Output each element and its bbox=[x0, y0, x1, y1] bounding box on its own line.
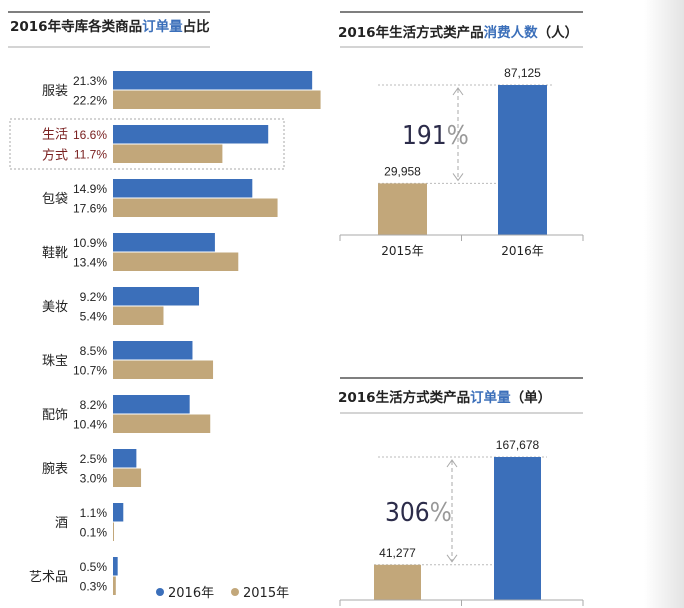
category-label: 生活 bbox=[42, 128, 68, 143]
bar-2015 bbox=[113, 522, 114, 541]
consumers-chart-arrowheads bbox=[452, 87, 464, 182]
category-label: 包袋 bbox=[42, 192, 68, 207]
bar-2015 bbox=[113, 90, 321, 109]
bar-2016 bbox=[113, 449, 137, 468]
category-label: 服装 bbox=[42, 84, 68, 99]
value-label: 10.9% bbox=[73, 236, 107, 250]
value-label: 5.4% bbox=[80, 310, 108, 324]
consumers-chart-value-label: 29,958 bbox=[384, 164, 421, 178]
orders-chart-arrowheads bbox=[446, 459, 458, 563]
bar-2015 bbox=[113, 198, 278, 217]
consumers-chart-bar-2016年 bbox=[498, 85, 547, 235]
value-label: 22.2% bbox=[73, 94, 107, 108]
consumers-chart-title: 2016年生活方式类产品消费人数（人） bbox=[338, 24, 578, 41]
orders-chart-title-highlight: 订单量 bbox=[470, 389, 511, 406]
bar-2015 bbox=[113, 360, 214, 379]
bar-2016 bbox=[113, 179, 253, 198]
orders-chart-growth-label: 306% bbox=[385, 498, 452, 528]
orders-chart-bar-2016年 bbox=[494, 457, 541, 600]
category-label: 美妆 bbox=[42, 300, 68, 315]
bar-2015 bbox=[113, 252, 239, 271]
orders-chart-value-label: 167,678 bbox=[496, 438, 540, 452]
left-chart-title-prefix: 2016年寺库各类商品 bbox=[10, 18, 142, 35]
highlight-box bbox=[9, 118, 285, 170]
value-label: 16.6% bbox=[73, 128, 107, 142]
page-edge-shadow bbox=[644, 0, 684, 608]
value-label: 1.1% bbox=[80, 506, 108, 520]
value-label: 9.2% bbox=[80, 290, 108, 304]
consumers-chart-title-highlight: 消费人数 bbox=[484, 24, 538, 41]
bar-2016 bbox=[113, 71, 313, 90]
bar-2015 bbox=[113, 468, 142, 487]
category-label: 配饰 bbox=[42, 408, 68, 423]
legend-dot-2016年 bbox=[156, 588, 164, 596]
consumers-chart-growth-label: 191% bbox=[402, 121, 469, 151]
value-label: 0.3% bbox=[80, 580, 108, 594]
value-label: 10.7% bbox=[73, 364, 107, 378]
growth-unit: % bbox=[430, 498, 452, 528]
bar-2015 bbox=[113, 414, 211, 433]
category-label: 方式 bbox=[42, 148, 68, 164]
consumers-chart-title-suffix: （人） bbox=[538, 25, 579, 41]
category-label: 艺术品 bbox=[29, 570, 68, 585]
bar-2016 bbox=[113, 287, 200, 306]
bar-2015 bbox=[113, 576, 116, 595]
consumers-chart-title-prefix: 2016年生活方式类产品 bbox=[338, 24, 484, 41]
category-label: 珠宝 bbox=[42, 354, 68, 369]
bar-2016 bbox=[113, 233, 215, 252]
orders-chart-title-prefix: 2016生活方式类产品 bbox=[338, 389, 470, 406]
legend-dot-2015年 bbox=[231, 588, 239, 596]
growth-number: 191 bbox=[402, 121, 447, 151]
consumers-chart-value-label: 87,125 bbox=[504, 66, 541, 80]
bar-2016 bbox=[113, 125, 269, 144]
bar-2016 bbox=[113, 341, 193, 360]
value-label: 8.2% bbox=[80, 398, 108, 412]
consumers-chart-category-label: 2016年 bbox=[501, 244, 544, 258]
value-label: 10.4% bbox=[73, 418, 107, 432]
orders-chart-title-suffix: （单） bbox=[511, 389, 552, 406]
consumers-chart-category-label: 2015年 bbox=[381, 244, 424, 258]
left-chart-title: 2016年寺库各类商品订单量占比 bbox=[10, 18, 210, 35]
left-chart-title-highlight: 订单量 bbox=[142, 18, 183, 35]
category-label: 腕表 bbox=[42, 461, 68, 477]
bar-2015 bbox=[113, 144, 223, 163]
value-label: 11.7% bbox=[74, 148, 107, 162]
category-label: 酒 bbox=[55, 516, 68, 531]
legend-label: 2016年 bbox=[168, 586, 214, 601]
growth-number: 306 bbox=[385, 498, 430, 528]
consumers-chart-bar-2015年 bbox=[378, 183, 427, 235]
value-label: 0.1% bbox=[80, 526, 108, 540]
value-label: 13.4% bbox=[73, 256, 107, 270]
value-label: 0.5% bbox=[80, 560, 108, 574]
bar-2015 bbox=[113, 306, 164, 325]
bar-2016 bbox=[113, 395, 190, 414]
orders-chart-bar-2015年 bbox=[374, 564, 421, 600]
value-label: 21.3% bbox=[73, 74, 107, 88]
value-label: 14.9% bbox=[73, 182, 107, 196]
orders-chart-value-label: 41,277 bbox=[379, 546, 416, 560]
growth-unit: % bbox=[447, 121, 469, 151]
value-label: 3.0% bbox=[80, 472, 108, 486]
bar-2016 bbox=[113, 557, 118, 576]
legend-label: 2015年 bbox=[243, 586, 289, 601]
category-label: 鞋靴 bbox=[42, 245, 68, 261]
value-label: 17.6% bbox=[73, 202, 107, 216]
value-label: 2.5% bbox=[80, 452, 108, 466]
bar-2016 bbox=[113, 503, 124, 522]
orders-chart-title: 2016生活方式类产品订单量（单） bbox=[338, 389, 551, 406]
left-chart-title-suffix: 占比 bbox=[183, 18, 210, 35]
value-label: 8.5% bbox=[80, 344, 108, 358]
